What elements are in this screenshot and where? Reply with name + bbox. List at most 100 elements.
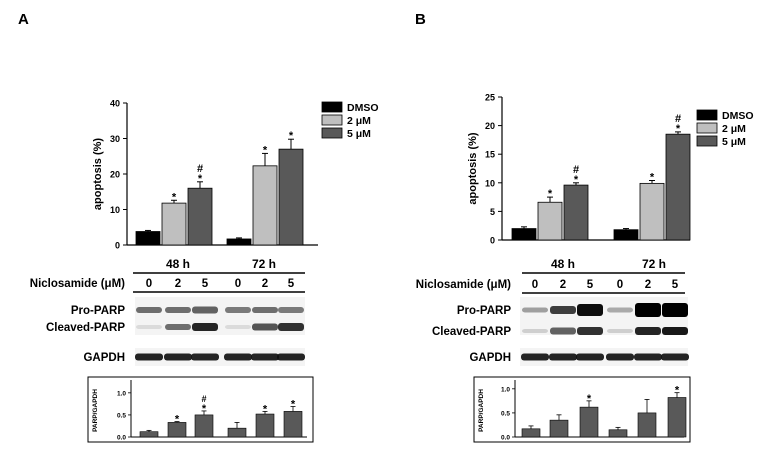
bar (139, 431, 159, 438)
y-tick-label: 0.0 (117, 435, 126, 442)
significance-star: * (574, 174, 579, 186)
band-pro-parp (278, 307, 304, 313)
band-gapdh (661, 353, 689, 361)
bar (227, 427, 247, 438)
dose-label: 2 (175, 278, 181, 290)
legend-label: 2 μM (347, 115, 371, 127)
band-gapdh (576, 353, 604, 361)
significance-star: * (263, 403, 268, 415)
band-label-cleaved-parp: Cleaved-PARP (432, 326, 511, 338)
band-cleaved-parp (225, 325, 251, 329)
band-pro-parp (577, 304, 603, 316)
band-cleaved-parp (165, 324, 191, 330)
time-label: 72 h (642, 257, 666, 271)
significance-hash: # (573, 164, 579, 176)
bar (563, 184, 589, 241)
bar (194, 414, 214, 438)
y-tick-label: 15 (485, 150, 495, 160)
legend-swatch (321, 101, 343, 113)
y-tick-label: 40 (110, 99, 120, 109)
band-cleaved-parp (577, 327, 603, 335)
band-cleaved-parp (252, 323, 278, 331)
band-pro-parp (165, 307, 191, 313)
y-tick-label: 10 (485, 178, 495, 188)
dose-label: 0 (235, 278, 241, 290)
bar (255, 413, 275, 438)
band-label-gapdh: GAPDH (469, 352, 511, 364)
significance-hash: # (201, 394, 206, 404)
dose-label: 5 (202, 278, 209, 290)
dose-label: 2 (262, 278, 268, 290)
bar (511, 228, 537, 241)
bar (226, 238, 252, 246)
band-gapdh (549, 353, 577, 361)
band-label-gapdh: GAPDH (83, 352, 125, 364)
significance-star: * (548, 188, 553, 200)
significance-hash: # (197, 163, 203, 175)
bar (639, 182, 665, 241)
bar (135, 231, 161, 246)
y-tick-label: 0 (115, 241, 120, 251)
band-label-pro-parp: Pro-PARP (457, 305, 511, 317)
band-pro-parp (522, 307, 548, 313)
band-label-cleaved-parp: Cleaved-PARP (46, 322, 125, 334)
band-pro-parp (550, 306, 576, 314)
bar (537, 201, 563, 241)
significance-star: * (263, 144, 268, 156)
band-gapdh (224, 353, 252, 361)
band-gapdh (251, 353, 279, 361)
band-pro-parp (252, 307, 278, 313)
y-tick-label: 0.5 (501, 410, 510, 417)
quant-frame (473, 376, 691, 443)
dose-label: 2 (560, 279, 566, 291)
bar (637, 412, 657, 438)
y-tick-label: 1.0 (501, 386, 510, 393)
bar (283, 411, 303, 438)
significance-star: * (650, 172, 655, 184)
dose-label: 0 (617, 279, 623, 291)
bar (161, 202, 187, 246)
band-pro-parp (662, 303, 688, 317)
y-axis-label: apoptosis (%) (92, 138, 104, 210)
significance-star: * (289, 130, 294, 142)
drug-label: Niclosamide (μM) (30, 278, 125, 290)
y-tick-label: 30 (110, 134, 120, 144)
band-gapdh (277, 353, 305, 361)
legend-label: DMSO (722, 110, 754, 122)
quant-frame (87, 376, 314, 443)
band-gapdh (634, 353, 662, 361)
y-tick-label: 0 (490, 236, 495, 246)
panel-letter-b: B (415, 11, 426, 28)
significance-star: * (291, 399, 296, 411)
band-pro-parp (635, 303, 661, 317)
y-tick-label: 20 (485, 121, 495, 131)
legend-swatch (321, 127, 343, 139)
bar (667, 397, 687, 438)
significance-star: * (175, 414, 180, 426)
dose-label: 0 (146, 278, 152, 290)
y-tick-label: 5 (490, 207, 495, 217)
bar (579, 406, 599, 438)
bar (549, 419, 569, 438)
bar (252, 165, 278, 246)
western-blot-a: 48 h 72 h Niclosamide (μM) 0 2 5 0 2 5 Pro-PARP Cl… (30, 257, 305, 366)
band-pro-parp (136, 307, 162, 313)
legend-swatch (321, 114, 343, 126)
legend-swatch (696, 135, 718, 147)
significance-star: * (675, 385, 680, 397)
panel-letter-a: A (18, 11, 29, 28)
band-cleaved-parp (278, 323, 304, 331)
band-gapdh (606, 353, 634, 361)
legend-label: DMSO (347, 102, 379, 114)
dose-label: 2 (645, 279, 651, 291)
bar (613, 229, 639, 241)
band-cleaved-parp (522, 329, 548, 333)
band-pro-parp (192, 306, 218, 314)
significance-star: * (676, 123, 681, 135)
y-tick-label: 0.5 (117, 412, 126, 419)
drug-label: Niclosamide (μM) (416, 279, 511, 291)
legend-swatch (696, 122, 718, 134)
band-gapdh (164, 353, 192, 361)
